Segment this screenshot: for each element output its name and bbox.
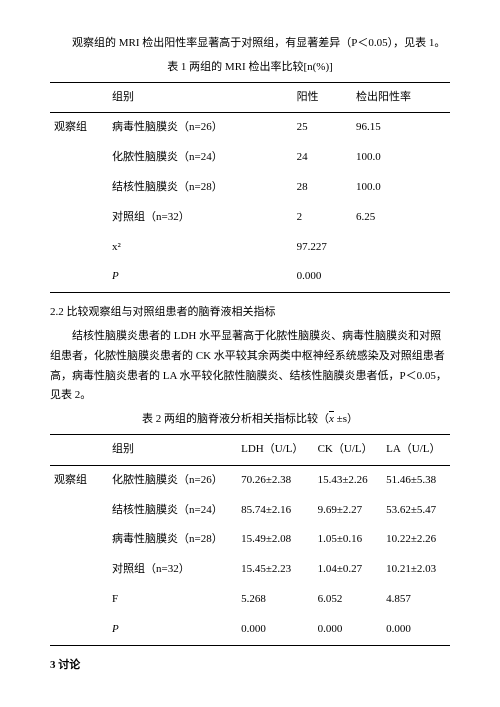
table-row: 结核性脑膜炎（n=28） 28 100.0 [50, 173, 450, 203]
t2-r3-ck: 1.05±0.16 [314, 525, 383, 555]
t2-p-ck: 0.000 [314, 615, 383, 645]
t1-p-label: P [108, 262, 293, 292]
table2-header-row: 组别 LDH（U/L） CK（U/L） LA（U/L） [50, 434, 450, 465]
t2-p-label: P [108, 615, 237, 645]
t1-ctrl-name: 对照组（n=32） [108, 203, 293, 233]
t2-ctrl-name: 对照组（n=32） [108, 555, 237, 585]
t2-r1-name: 化脓性脑膜炎（n=26） [108, 465, 237, 495]
t2-p-ldh: 0.000 [237, 615, 313, 645]
table-row: 病毒性脑膜炎（n=28） 15.49±2.08 1.05±0.16 10.22±… [50, 525, 450, 555]
t2-ctrl-la: 10.21±2.03 [382, 555, 450, 585]
table-row: 观察组 化脓性脑膜炎（n=26） 70.26±2.38 15.43±2.26 5… [50, 465, 450, 495]
intro-paragraph: 观察组的 MRI 检出阳性率显著高于对照组，有显著差异（P＜0.05），见表 1… [50, 34, 450, 54]
section-3-heading: 3 讨论 [50, 656, 450, 676]
t2-ctrl-ck: 1.04±0.27 [314, 555, 383, 585]
t1-x2-label: x² [108, 233, 293, 263]
t2-f-la: 4.857 [382, 585, 450, 615]
t2-r3-la: 10.22±2.26 [382, 525, 450, 555]
t1-obs-label: 观察组 [50, 113, 108, 143]
t2-r3-ldh: 15.49±2.08 [237, 525, 313, 555]
t2-r2-la: 53.62±5.47 [382, 496, 450, 526]
t2-r1-ldh: 70.26±2.38 [237, 465, 313, 495]
table1-caption: 表 1 两组的 MRI 检出率比较[n(%)] [50, 58, 450, 78]
table-row: x² 97.227 [50, 233, 450, 263]
t1-r3-name: 结核性脑膜炎（n=28） [108, 173, 293, 203]
table-row: 对照组（n=32） 15.45±2.23 1.04±0.27 10.21±2.0… [50, 555, 450, 585]
t1-x2-val: 97.227 [293, 233, 352, 263]
t1-r3-pos: 28 [293, 173, 352, 203]
table-row: P 0.000 0.000 0.000 [50, 615, 450, 645]
table-row: 观察组 病毒性脑膜炎（n=26） 25 96.15 [50, 113, 450, 143]
t1-p-val: 0.000 [293, 262, 352, 292]
t2-cap-b: ±s） [334, 413, 358, 425]
t1-r1-name: 病毒性脑膜炎（n=26） [108, 113, 293, 143]
t2-cap-a: 表 2 两组的脑脊液分析相关指标比较（ [142, 413, 329, 425]
table2: 组别 LDH（U/L） CK（U/L） LA（U/L） 观察组 化脓性脑膜炎（n… [50, 434, 450, 646]
t2-h-group: 组别 [108, 434, 237, 465]
t2-h-ldh: LDH（U/L） [237, 434, 313, 465]
t2-r2-ldh: 85.74±2.16 [237, 496, 313, 526]
t1-h-rate: 检出阳性率 [352, 82, 450, 113]
table1-header-row: 组别 阳性 检出阳性率 [50, 82, 450, 113]
table-row: P 0.000 [50, 262, 450, 292]
t2-f-ck: 6.052 [314, 585, 383, 615]
t2-r2-ck: 9.69±2.27 [314, 496, 383, 526]
t1-h-group: 组别 [108, 82, 293, 113]
section-2-2-paragraph: 结核性脑膜炎患者的 LDH 水平显著高于化脓性脑膜炎、病毒性脑膜炎和对照组患者，… [50, 327, 450, 406]
table-row: 化脓性脑膜炎（n=24） 24 100.0 [50, 143, 450, 173]
t2-ctrl-ldh: 15.45±2.23 [237, 555, 313, 585]
t2-r1-ck: 15.43±2.26 [314, 465, 383, 495]
t2-h-ck: CK（U/L） [314, 434, 383, 465]
t1-r2-rate: 100.0 [352, 143, 450, 173]
xbar-icon: x [329, 410, 334, 430]
t2-h-la: LA（U/L） [382, 434, 450, 465]
t1-h-pos: 阳性 [293, 82, 352, 113]
t2-f-label: F [108, 585, 237, 615]
table2-caption: 表 2 两组的脑脊液分析相关指标比较（x ±s） [50, 410, 450, 430]
t1-r3-rate: 100.0 [352, 173, 450, 203]
t2-obs-label: 观察组 [50, 465, 108, 495]
table-row: F 5.268 6.052 4.857 [50, 585, 450, 615]
t2-f-ldh: 5.268 [237, 585, 313, 615]
t2-r2-name: 结核性脑膜炎（n=24） [108, 496, 237, 526]
t1-r1-rate: 96.15 [352, 113, 450, 143]
t2-p-la: 0.000 [382, 615, 450, 645]
t1-ctrl-pos: 2 [293, 203, 352, 233]
t1-r2-name: 化脓性脑膜炎（n=24） [108, 143, 293, 173]
table1: 组别 阳性 检出阳性率 观察组 病毒性脑膜炎（n=26） 25 96.15 化脓… [50, 82, 450, 294]
t2-r1-la: 51.46±5.38 [382, 465, 450, 495]
t1-r1-pos: 25 [293, 113, 352, 143]
section-2-2-heading: 2.2 比较观察组与对照组患者的脑脊液相关指标 [50, 303, 450, 323]
t1-ctrl-rate: 6.25 [352, 203, 450, 233]
table-row: 对照组（n=32） 2 6.25 [50, 203, 450, 233]
t1-r2-pos: 24 [293, 143, 352, 173]
table-row: 结核性脑膜炎（n=24） 85.74±2.16 9.69±2.27 53.62±… [50, 496, 450, 526]
t2-r3-name: 病毒性脑膜炎（n=28） [108, 525, 237, 555]
